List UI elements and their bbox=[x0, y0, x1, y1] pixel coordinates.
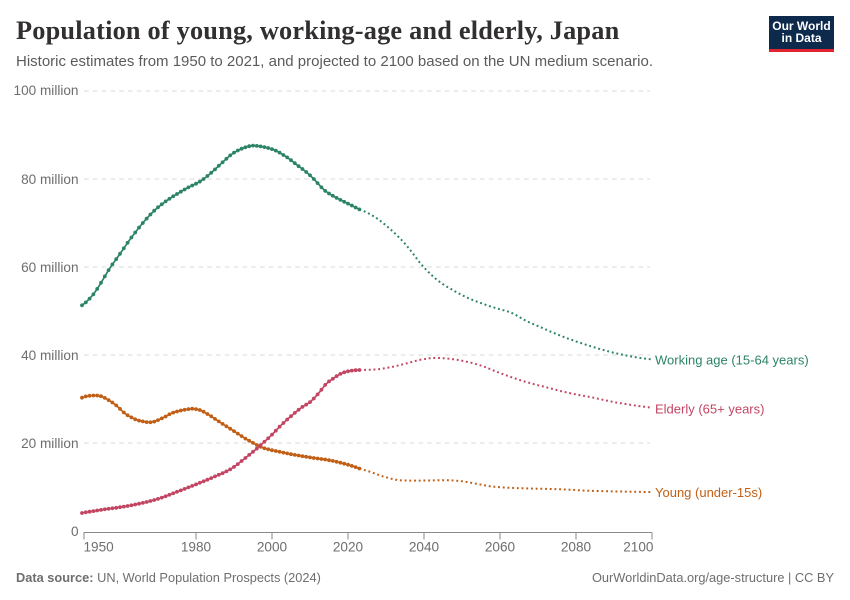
svg-text:1980: 1980 bbox=[181, 540, 212, 555]
svg-text:Working age (15-64 years): Working age (15-64 years) bbox=[655, 353, 809, 368]
svg-text:2020: 2020 bbox=[333, 540, 364, 555]
svg-text:2080: 2080 bbox=[561, 540, 592, 555]
svg-text:40 million: 40 million bbox=[21, 348, 78, 363]
svg-text:Elderly (65+ years): Elderly (65+ years) bbox=[655, 402, 764, 417]
svg-text:Young (under-15s): Young (under-15s) bbox=[655, 485, 762, 500]
svg-text:2100: 2100 bbox=[623, 540, 654, 555]
svg-text:1950: 1950 bbox=[84, 540, 115, 555]
svg-text:80 million: 80 million bbox=[21, 172, 78, 187]
svg-text:2040: 2040 bbox=[409, 540, 440, 555]
svg-text:2060: 2060 bbox=[485, 540, 516, 555]
svg-text:0: 0 bbox=[71, 524, 79, 539]
svg-text:60 million: 60 million bbox=[21, 260, 78, 275]
svg-text:20 million: 20 million bbox=[21, 436, 78, 451]
svg-text:100 million: 100 million bbox=[14, 83, 79, 98]
svg-text:2000: 2000 bbox=[257, 540, 288, 555]
